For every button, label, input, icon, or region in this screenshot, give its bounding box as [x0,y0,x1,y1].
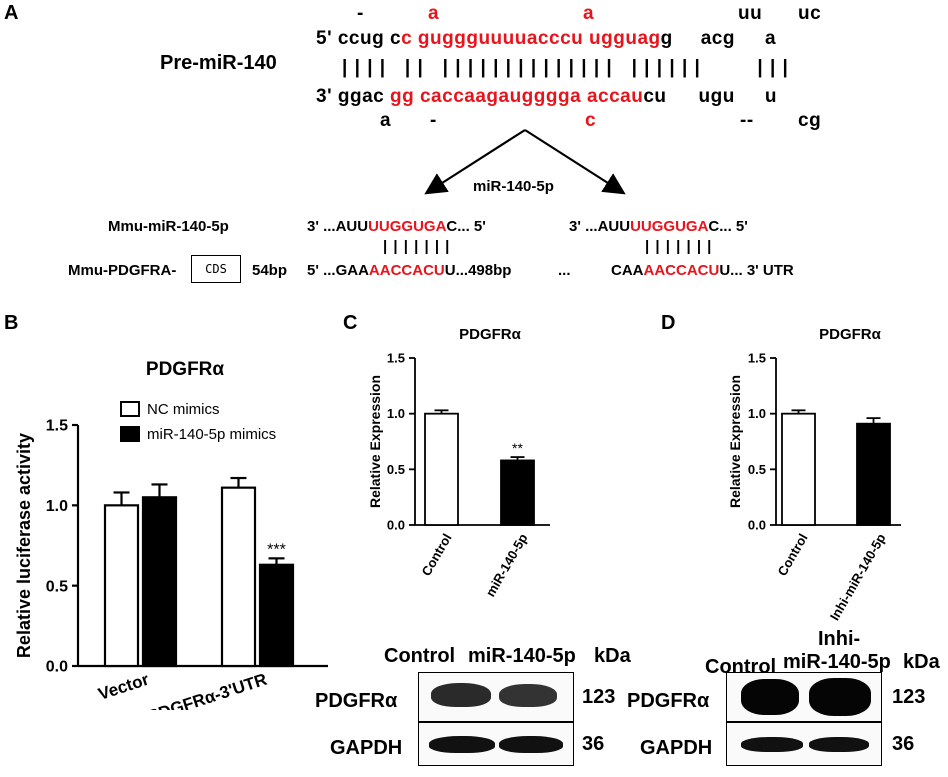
bar [258,563,295,668]
top-extra-3: a [583,3,595,24]
chart-title: PDGFRα [146,359,225,380]
pair-lines: | | | | | | | | | | | | | | | | | | | | … [342,57,789,78]
y-tick-label: 0.0 [748,518,766,533]
blot-band [809,737,869,752]
x-tick-label: Vector [96,670,152,704]
blot-d-kda-1: 123 [892,686,926,708]
legend-swatch [120,401,140,417]
y-tick-label: 1.0 [387,406,405,421]
y-tick-label: 1.5 [46,418,68,435]
y-tick-label: 0.5 [387,462,405,477]
y-axis-label: Relative luciferase activity [14,433,34,658]
top-extra-1: - [357,3,364,24]
blot-band [429,736,495,753]
bar [781,412,816,526]
site2-pairs: | | | | | | | [645,238,713,255]
bar [856,422,891,526]
strand-3prime: 3' ggac gg caccaagaugggga accaucu ugu u [316,86,777,107]
blot-d-header-kda: kDa [903,651,940,673]
site1-pairs: | | | | | | | [383,238,451,255]
bar [103,504,140,668]
site1-top: 3' ...AUUUUGGUGAC... 5' [307,218,486,235]
significance-label: *** [267,541,286,558]
blot-d-kda-2: 36 [892,733,915,755]
y-tick-label: 1.5 [387,351,405,366]
blot-c-row-label-1: PDGFRα [315,690,398,712]
chart-title: PDGFRα [459,326,522,343]
blot-band [741,679,799,715]
cds-box: CDS [191,255,241,283]
chart-title: PDGFRα [819,326,882,343]
blot-d-header-mir: miR-140-5p [783,651,891,673]
x-tick-label: PDGFRα-3'UTR [145,670,269,710]
blot-band [741,737,803,752]
y-tick-label: 1.5 [748,351,766,366]
blot-c-header-control: Control [384,645,456,667]
chart-d: 0.0 0.5 1.0 1.5 PDGFRα Relative Expression Con… [727,326,901,623]
site1-bottom: 5' ...GAAAACCACUU...498bp [307,262,512,279]
legend-label: miR-140-5p mimics [147,426,276,443]
legend-swatch [120,426,140,442]
top-extra-5: uc [798,3,822,24]
blot-c-kda-1: 123 [582,686,616,708]
site2-top: 3' ...AUUUUGGUGAC... 5' [569,218,748,235]
y-axis-label: Relative Expression [727,375,743,508]
blot-d-pdgfra-panel [726,672,882,722]
y-tick-label: 1.0 [46,498,68,515]
x-tick-label: miR-140-5p [483,531,531,599]
x-tick-label: Inhi-miR-140-5p [827,531,889,623]
panel-label-c: C [343,312,358,334]
x-tick-label: Control [418,531,454,579]
blot-d-gapdh-panel [726,722,882,766]
bot-extra-2: - [430,110,437,131]
blot-c-header-kda: kDa [594,645,631,667]
mmu-pdgfra-label: Mmu-PDGFRA- [68,262,177,279]
site2-bottom: CAAAACCACUU... 3' UTR [611,262,794,279]
bar [220,486,257,668]
bar [500,459,535,526]
blot-d-header-inhi: Inhi- [818,628,861,650]
significance-label: ** [512,440,523,456]
blot-band [431,683,491,707]
panel-label-a: A [4,2,19,24]
bar [424,412,459,526]
y-tick-label: 0.0 [387,518,405,533]
bot-extra-4: -- [740,110,754,131]
blot-d-row-label-1: PDGFRα [627,690,710,712]
panel-label-d: D [661,312,676,334]
blot-d-row-label-2: GAPDH [640,737,713,759]
x-tick-label: Control [774,531,810,579]
bot-extra-5: cg [798,110,822,131]
strand-5prime: 5' ccug cc guggguuuuacccu ugguagg acg a [316,28,777,49]
chart-b: 0.0 0.5 1.0 1.5 PDGFRα Relative luciferase ac… [14,359,328,710]
gap-dots: ... [558,262,571,279]
blot-c-header-mir: miR-140-5p [468,645,576,667]
blot-band [499,736,563,753]
bot-extra-1: a [380,110,392,131]
top-extra-4: uu [738,3,763,24]
bar [141,496,178,668]
y-tick-label: 1.0 [748,406,766,421]
bot-extra-3: c [585,110,597,131]
blot-c-gapdh-panel [418,722,574,766]
chart-c: 0.0 0.5 1.0 1.5 PDGFRα Relative Expression ** C… [367,326,550,599]
blot-c-pdgfra-panel [418,672,574,722]
y-tick-label: 0.5 [46,578,68,595]
panel-label-b: B [4,312,19,334]
y-tick-label: 0.5 [748,462,766,477]
mmu-mir-label: Mmu-miR-140-5p [108,218,229,235]
legend-label: NC mimics [147,401,220,418]
arrow-label: miR-140-5p [473,178,554,195]
top-extra-2: a [428,3,440,24]
blot-band [809,678,871,716]
y-axis-label: Relative Expression [367,375,383,508]
blot-c-row-label-2: GAPDH [330,737,403,759]
after-cds-label: 54bp [252,262,288,279]
pre-mir-title: Pre-miR-140 [160,52,277,74]
y-tick-label: 0.0 [46,659,68,676]
blot-band [499,684,557,707]
blot-c-kda-2: 36 [582,733,605,755]
